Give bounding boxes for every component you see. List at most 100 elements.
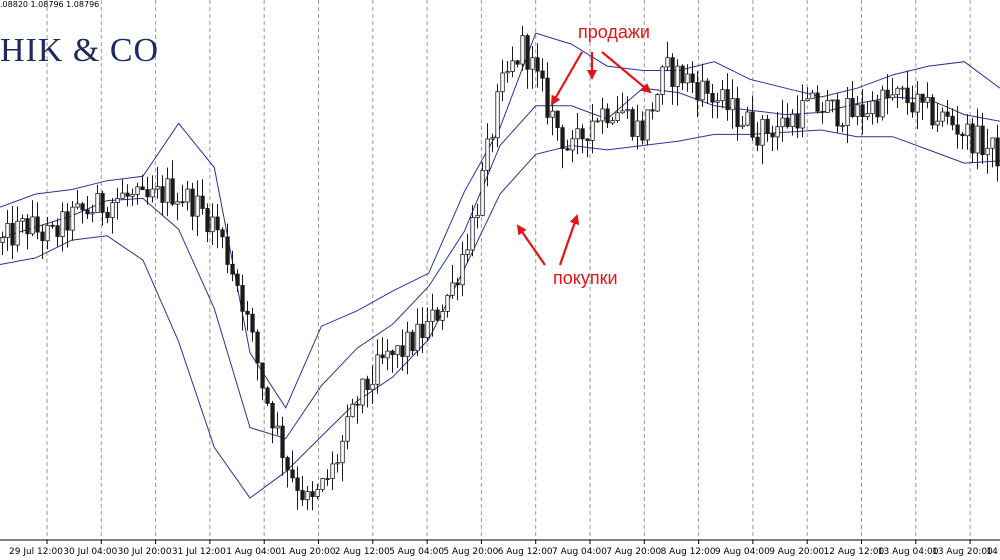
- candle-body: [195, 195, 200, 217]
- candle-body: [260, 362, 265, 389]
- candle-body: [640, 120, 645, 141]
- candle-body: [105, 211, 110, 219]
- brand-logo-text: HIK & CO: [0, 32, 160, 69]
- candle-body: [705, 80, 710, 94]
- candle-body: [370, 383, 375, 390]
- candle-body: [885, 89, 890, 99]
- candle-body: [355, 403, 360, 406]
- candle-body: [575, 128, 580, 140]
- upper-band: [0, 32, 1000, 409]
- candle-body: [230, 263, 235, 275]
- candle-body: [600, 108, 605, 122]
- x-tick-label: 8 Aug 12:00: [661, 547, 716, 557]
- candle-body: [795, 113, 800, 129]
- x-tick-label: 1 Aug 04:00: [226, 547, 281, 557]
- candle-body: [160, 186, 165, 203]
- candle-body: [890, 94, 895, 99]
- candle-body: [120, 192, 125, 199]
- candle-body: [805, 98, 810, 101]
- candle-body: [375, 354, 380, 385]
- candle-body: [450, 282, 455, 296]
- x-tick-label: 30 Jul 20:00: [118, 547, 172, 557]
- candle-body: [880, 89, 885, 118]
- candle-body: [585, 138, 590, 141]
- candle-body: [90, 212, 95, 215]
- candle-body: [130, 193, 135, 197]
- candle-body: [645, 109, 650, 141]
- sell-annotation: продажи: [578, 22, 650, 42]
- x-tick-label: 14 Au: [986, 547, 1000, 557]
- candle-body: [535, 57, 540, 72]
- candle-body: [570, 138, 575, 151]
- candle-body: [365, 378, 370, 391]
- candle-body: [760, 118, 765, 146]
- candle-body: [225, 236, 230, 265]
- candle-body: [265, 387, 270, 404]
- candle-body: [750, 111, 755, 138]
- candle-body: [975, 125, 980, 154]
- candle-body: [740, 124, 745, 128]
- candle-body: [70, 206, 75, 231]
- candle-body: [165, 178, 170, 203]
- candle-body: [185, 188, 190, 203]
- x-tick-label: 13 Aug 04:00: [878, 547, 939, 557]
- candle-body: [945, 111, 950, 117]
- candle-body: [620, 110, 625, 114]
- candle-body: [95, 192, 100, 213]
- candle-body: [530, 57, 535, 70]
- candle-body: [940, 111, 945, 122]
- x-tick-label: 5 Aug 20:00: [443, 547, 498, 557]
- candle-body: [990, 137, 995, 149]
- candle-body: [430, 309, 435, 322]
- candle-body: [270, 402, 275, 429]
- candle-body: [405, 331, 410, 357]
- candle-body: [895, 87, 900, 96]
- x-axis: 29 Jul 12:00 30 Jul 04:00 30 Jul 20:00 31 J…: [0, 539, 1000, 557]
- candle-body: [925, 97, 930, 103]
- candle-body: [665, 57, 670, 68]
- buy-annotation: покупки: [553, 268, 618, 288]
- candle-body: [240, 284, 245, 312]
- candle-body: [710, 93, 715, 103]
- candle-body: [580, 128, 585, 140]
- candle-body: [995, 137, 1000, 167]
- candle-body: [80, 203, 85, 211]
- candle-body: [655, 94, 660, 112]
- candle-body: [455, 282, 460, 286]
- candle-body: [770, 132, 775, 138]
- candle-body: [280, 425, 285, 459]
- candle-body: [180, 201, 185, 204]
- candle-body: [400, 345, 405, 357]
- candle-body: [595, 120, 600, 123]
- candle-body: [100, 192, 105, 213]
- candle-body: [475, 214, 480, 218]
- candle-body: [625, 109, 630, 112]
- candle-body: [495, 91, 500, 139]
- middle-band: [0, 87, 1000, 440]
- candle-body: [425, 320, 430, 338]
- candle-body: [670, 57, 675, 87]
- candle-body: [540, 70, 545, 79]
- candle-body: [60, 211, 65, 237]
- candle-body: [560, 127, 565, 149]
- candle-body: [520, 35, 525, 65]
- candle-body: [720, 89, 725, 101]
- candle-body: [745, 111, 750, 126]
- candle-body: [905, 87, 910, 104]
- candle-body: [330, 463, 335, 479]
- candle-body: [730, 98, 735, 111]
- candle-body: [305, 491, 310, 501]
- candle-body: [680, 65, 685, 84]
- candle-body: [465, 249, 470, 255]
- buy-arrow-2: [558, 214, 580, 266]
- candle-body: [700, 80, 705, 101]
- x-tick-label: 30 Jul 04:00: [63, 547, 117, 557]
- candle-body: [650, 109, 655, 112]
- candle-body: [865, 113, 870, 117]
- candle-body: [790, 113, 795, 127]
- candle-body: [145, 189, 150, 198]
- candle-body: [685, 73, 690, 84]
- x-tick-label: 29 Jul 12:00: [9, 547, 63, 557]
